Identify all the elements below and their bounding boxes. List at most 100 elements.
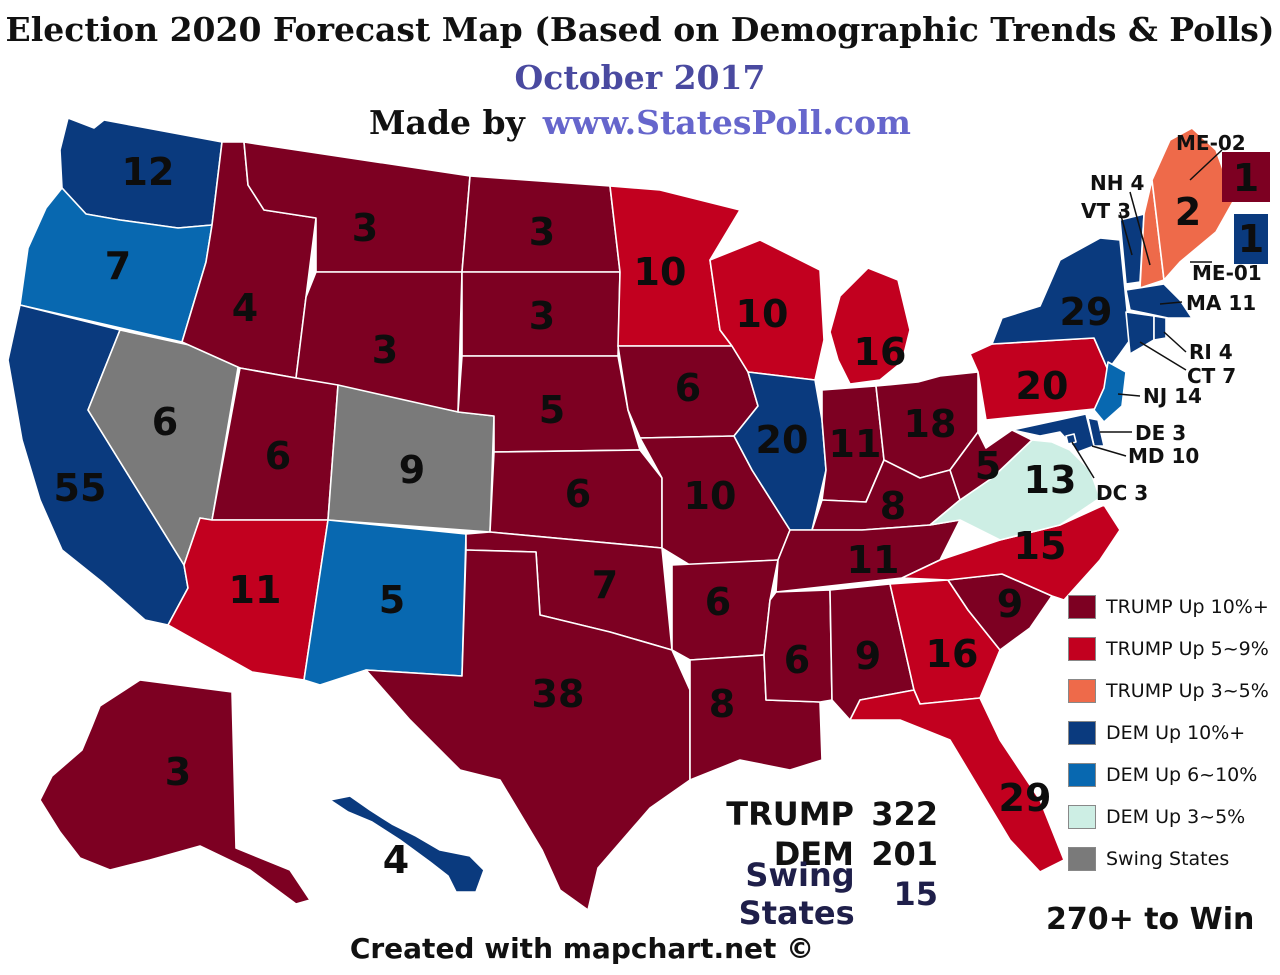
legend-item: TRUMP Up 10%+: [1068, 592, 1269, 622]
ev-label-il: 20: [756, 418, 809, 462]
legend-item: DEM Up 6~10%: [1068, 760, 1257, 790]
ev-label-ny: 29: [1060, 290, 1113, 334]
ev-label-pa: 20: [1016, 364, 1069, 408]
ev-label-wa: 12: [122, 150, 175, 194]
label-me02: ME-02: [1176, 131, 1246, 155]
ev-label-wv: 5: [975, 444, 1001, 488]
ev-label-ca: 55: [54, 466, 107, 510]
state-ny[interactable]: [991, 237, 1131, 371]
ev-label-oh: 18: [904, 402, 957, 446]
state-wv[interactable]: [949, 429, 1033, 501]
me02-box: [1222, 152, 1270, 202]
legend-swatch: [1068, 721, 1096, 745]
ev-label-va: 13: [1024, 458, 1077, 502]
state-nc[interactable]: [901, 504, 1121, 601]
credit-line: Created with mapchart.net ©: [349, 932, 815, 965]
ev-label-la: 8: [709, 682, 735, 726]
ev-label-mo: 10: [684, 474, 737, 518]
ev-label-ms: 6: [784, 638, 810, 682]
ev-label-mn: 10: [634, 250, 687, 294]
legend-swatch: [1068, 595, 1096, 619]
state-fl[interactable]: [849, 689, 1065, 873]
state-hi[interactable]: [329, 795, 485, 893]
ev-label-nc: 15: [1014, 524, 1067, 568]
legend-label: TRUMP Up 5~9%: [1106, 638, 1269, 660]
state-ak[interactable]: [39, 679, 311, 905]
made-by-line: Made by www.StatesPoll.com: [0, 103, 1280, 142]
total-row-dem: DEM 201: [620, 834, 938, 874]
state-nj[interactable]: [1093, 361, 1127, 423]
state-ma[interactable]: [1125, 283, 1193, 319]
state-mi[interactable]: [829, 267, 911, 385]
ev-label-or: 7: [105, 244, 131, 288]
ev-label-sd: 3: [529, 294, 555, 338]
legend-label: DEM Up 10%+: [1106, 722, 1246, 744]
legend-swatch: [1068, 805, 1096, 829]
ev-label-tn: 11: [847, 538, 900, 582]
totals-box: TRUMP 322 DEM 201 Swing States 15: [620, 794, 938, 932]
legend-label: TRUMP Up 3~5%: [1106, 680, 1269, 702]
label-ri: RI 4: [1189, 340, 1233, 364]
ev-label-hi: 4: [383, 838, 409, 882]
state-tx[interactable]: [365, 549, 691, 911]
win-threshold: 270+ to Win: [1046, 902, 1255, 937]
ev-label-tx: 38: [532, 672, 585, 716]
ev-label-ia: 6: [675, 366, 701, 410]
legend-item: DEM Up 10%+: [1068, 718, 1245, 748]
ev-label-id: 4: [232, 286, 258, 330]
ev-label-nv: 6: [152, 400, 178, 444]
total-row-swing: Swing States 15: [620, 856, 938, 932]
label-md: MD 10: [1128, 444, 1199, 468]
map-title: Election 2020 Forecast Map (Based on Dem…: [5, 10, 1275, 49]
ev-label-ut: 6: [265, 434, 291, 478]
state-dc[interactable]: [1065, 433, 1077, 445]
legend-label: DEM Up 3~5%: [1106, 806, 1246, 828]
ev-label-ks: 6: [565, 472, 591, 516]
state-ri[interactable]: [1153, 315, 1167, 341]
label-de: DE 3: [1135, 421, 1186, 445]
label-vt: VT 3: [1081, 199, 1131, 223]
me01-ev: 1: [1238, 217, 1264, 261]
label-ct: CT 7: [1187, 364, 1236, 388]
total-value: 15: [893, 875, 938, 913]
ev-label-mt: 3: [352, 206, 378, 250]
ev-label-ne: 5: [539, 388, 565, 432]
ev-label-me: 2: [1175, 190, 1201, 234]
total-value: 201: [871, 835, 938, 873]
ev-label-ok: 7: [592, 563, 618, 607]
total-value: 322: [871, 795, 938, 833]
ev-label-ak: 3: [165, 750, 191, 794]
ev-label-co: 9: [399, 448, 425, 492]
ev-label-nd: 3: [529, 210, 555, 254]
label-nj: NJ 14: [1143, 384, 1202, 408]
legend-label: Swing States: [1106, 848, 1230, 870]
ev-label-az: 11: [229, 568, 282, 612]
legend-item: Swing States: [1068, 844, 1229, 874]
label-nh: NH 4: [1090, 171, 1144, 195]
ev-label-in: 11: [829, 422, 882, 466]
total-row-trump: TRUMP 322: [620, 794, 938, 834]
me01-box: [1234, 214, 1268, 264]
ev-label-al: 9: [855, 634, 881, 678]
total-label: Swing States: [738, 856, 855, 932]
label-ma: MA 11: [1186, 291, 1256, 315]
legend-swatch: [1068, 763, 1096, 787]
ev-label-fl: 29: [999, 776, 1052, 820]
ev-label-ga: 16: [926, 632, 979, 676]
legend-swatch: [1068, 637, 1096, 661]
legend-swatch: [1068, 847, 1096, 871]
label-me01: ME-01: [1192, 261, 1262, 285]
state-co[interactable]: [327, 384, 495, 533]
ev-label-wi: 10: [736, 292, 789, 336]
legend-swatch: [1068, 679, 1096, 703]
ev-label-nm: 5: [379, 578, 405, 622]
ev-label-wy: 3: [372, 328, 398, 372]
legend-item: DEM Up 3~5%: [1068, 802, 1245, 832]
leader-lines: [1071, 149, 1223, 479]
total-label: TRUMP: [726, 795, 854, 833]
site-link[interactable]: www.StatesPoll.com: [542, 103, 911, 142]
label-dc: DC 3: [1096, 481, 1148, 505]
made-by-prefix: Made by: [369, 103, 525, 142]
legend-label: DEM Up 6~10%: [1106, 764, 1258, 786]
